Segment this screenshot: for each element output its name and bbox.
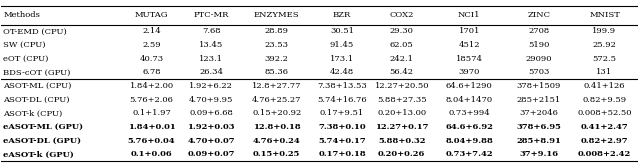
Text: 0.73+994: 0.73+994	[449, 109, 490, 117]
Text: 285+2151: 285+2151	[516, 96, 561, 104]
Text: 0.1+0.06: 0.1+0.06	[131, 150, 172, 158]
Text: 12.27+0.17: 12.27+0.17	[375, 123, 429, 131]
Text: 28.89: 28.89	[265, 27, 289, 35]
Text: 1.92+6.22: 1.92+6.22	[189, 82, 233, 90]
Text: 7.38+0.10: 7.38+0.10	[318, 123, 366, 131]
Text: 2.59: 2.59	[142, 41, 161, 49]
Text: 5703: 5703	[528, 68, 549, 76]
Text: 0.73+7.42: 0.73+7.42	[445, 150, 493, 158]
Text: BDS-cOT (GPU): BDS-cOT (GPU)	[3, 68, 70, 76]
Text: 2.14: 2.14	[142, 27, 161, 35]
Text: 7.68: 7.68	[202, 27, 221, 35]
Text: 37+9.16: 37+9.16	[519, 150, 558, 158]
Text: 8.04+9.88: 8.04+9.88	[445, 137, 493, 145]
Text: 85.36: 85.36	[265, 68, 289, 76]
Text: eASOT-DL (GPU): eASOT-DL (GPU)	[3, 137, 81, 145]
Text: 5.74+0.17: 5.74+0.17	[318, 137, 366, 145]
Text: 1.84+0.01: 1.84+0.01	[127, 123, 175, 131]
Text: 29.30: 29.30	[390, 27, 413, 35]
Text: 0.17+0.18: 0.17+0.18	[318, 150, 366, 158]
Text: 0.41+2.47: 0.41+2.47	[580, 123, 628, 131]
Text: 5.88+27.35: 5.88+27.35	[377, 96, 426, 104]
Text: PTC-MR: PTC-MR	[193, 11, 229, 19]
Text: 5.88+0.32: 5.88+0.32	[378, 137, 426, 145]
Text: 1.84+2.00: 1.84+2.00	[129, 82, 173, 90]
Text: COX2: COX2	[390, 11, 414, 19]
Text: 392.2: 392.2	[265, 55, 289, 63]
Text: 242.1: 242.1	[390, 55, 413, 63]
Text: BZR: BZR	[333, 11, 351, 19]
Text: 0.1+1.97: 0.1+1.97	[132, 109, 171, 117]
Text: eOT (CPU): eOT (CPU)	[3, 55, 49, 63]
Text: OT-EMD (CPU): OT-EMD (CPU)	[3, 27, 67, 35]
Text: 0.20+13.00: 0.20+13.00	[377, 109, 426, 117]
Text: 1701: 1701	[458, 27, 480, 35]
Text: 4.76+25.27: 4.76+25.27	[252, 96, 301, 104]
Text: 64.6+6.92: 64.6+6.92	[445, 123, 493, 131]
Text: eASOT-k (GPU): eASOT-k (GPU)	[3, 150, 74, 158]
Text: 4.76+0.24: 4.76+0.24	[253, 137, 301, 145]
Text: 2708: 2708	[528, 27, 549, 35]
Text: 18574: 18574	[456, 55, 483, 63]
Text: 4512: 4512	[458, 41, 480, 49]
Text: 12.8+27.77: 12.8+27.77	[252, 82, 301, 90]
Text: 56.42: 56.42	[390, 68, 413, 76]
Text: 0.008+52.50: 0.008+52.50	[577, 109, 632, 117]
Text: SW (CPU): SW (CPU)	[3, 41, 45, 49]
Text: 131: 131	[596, 68, 612, 76]
Text: 0.15+20.92: 0.15+20.92	[252, 109, 301, 117]
Text: 378+6.95: 378+6.95	[516, 123, 561, 131]
Text: Methods: Methods	[3, 11, 40, 19]
Text: ASOT-ML (CPU): ASOT-ML (CPU)	[3, 82, 72, 90]
Text: MUTAG: MUTAG	[135, 11, 168, 19]
Text: 37+2046: 37+2046	[519, 109, 558, 117]
Text: 1.92+0.03: 1.92+0.03	[188, 123, 235, 131]
Text: 0.82+9.59: 0.82+9.59	[582, 96, 627, 104]
Text: ASOT-k (CPU): ASOT-k (CPU)	[3, 109, 63, 117]
Text: 123.1: 123.1	[199, 55, 223, 63]
Text: 5.74+16.76: 5.74+16.76	[317, 96, 367, 104]
Text: 6.78: 6.78	[142, 68, 161, 76]
Text: 8.04+1470: 8.04+1470	[445, 96, 493, 104]
Text: 4.70+0.07: 4.70+0.07	[188, 137, 235, 145]
Text: 0.82+2.97: 0.82+2.97	[580, 137, 628, 145]
Text: 0.17+9.51: 0.17+9.51	[320, 109, 364, 117]
Text: 40.73: 40.73	[140, 55, 164, 63]
Text: 199.9: 199.9	[593, 27, 616, 35]
Text: 64.6+1290: 64.6+1290	[446, 82, 493, 90]
Text: 12.8+0.18: 12.8+0.18	[253, 123, 301, 131]
Text: 5190: 5190	[528, 41, 549, 49]
Text: 0.09+0.07: 0.09+0.07	[188, 150, 235, 158]
Text: 173.1: 173.1	[330, 55, 354, 63]
Text: 0.41+126: 0.41+126	[584, 82, 625, 90]
Text: 12.27+20.50: 12.27+20.50	[374, 82, 429, 90]
Text: 0.008+2.42: 0.008+2.42	[578, 150, 631, 158]
Text: 29090: 29090	[525, 55, 552, 63]
Text: 3970: 3970	[458, 68, 480, 76]
Text: 5.76+0.04: 5.76+0.04	[128, 137, 175, 145]
Text: 5.76+2.06: 5.76+2.06	[130, 96, 173, 104]
Text: 42.48: 42.48	[330, 68, 354, 76]
Text: 91.45: 91.45	[330, 41, 354, 49]
Text: 25.92: 25.92	[593, 41, 616, 49]
Text: ZINC: ZINC	[527, 11, 550, 19]
Text: eASOT-ML (GPU): eASOT-ML (GPU)	[3, 123, 83, 131]
Text: 0.09+6.68: 0.09+6.68	[189, 109, 233, 117]
Text: 378+1509: 378+1509	[516, 82, 561, 90]
Text: 572.5: 572.5	[593, 55, 616, 63]
Text: 26.34: 26.34	[199, 68, 223, 76]
Text: MNIST: MNIST	[589, 11, 620, 19]
Text: 0.20+0.26: 0.20+0.26	[378, 150, 426, 158]
Text: 13.45: 13.45	[199, 41, 223, 49]
Text: 62.05: 62.05	[390, 41, 413, 49]
Text: 23.53: 23.53	[265, 41, 289, 49]
Text: 7.38+13.53: 7.38+13.53	[317, 82, 367, 90]
Text: 30.51: 30.51	[330, 27, 354, 35]
Text: ENZYMES: ENZYMES	[254, 11, 300, 19]
Text: 285+8.91: 285+8.91	[516, 137, 561, 145]
Text: ASOT-DL (CPU): ASOT-DL (CPU)	[3, 96, 70, 104]
Text: NCI1: NCI1	[458, 11, 481, 19]
Text: 0.15+0.25: 0.15+0.25	[253, 150, 300, 158]
Text: 4.70+9.95: 4.70+9.95	[189, 96, 234, 104]
